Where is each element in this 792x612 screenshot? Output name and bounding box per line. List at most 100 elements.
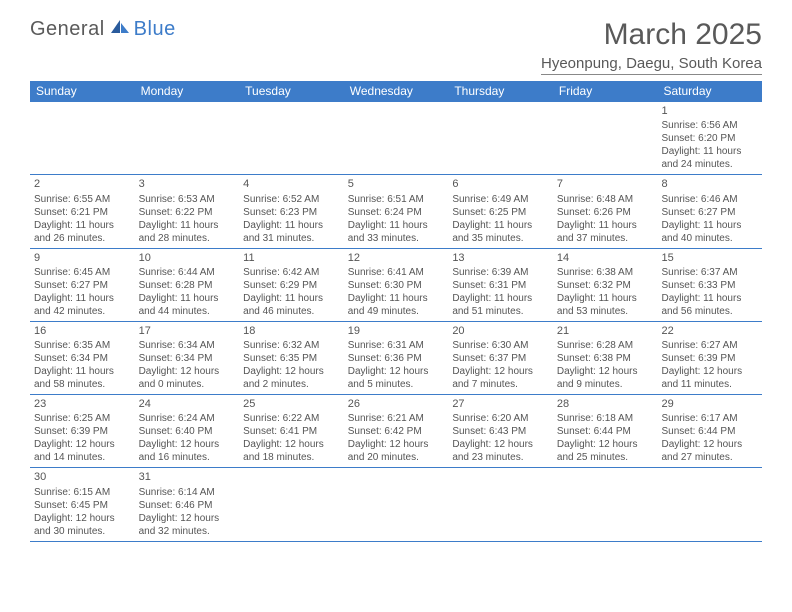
sunrise-text: Sunrise: 6:49 AM: [452, 193, 549, 206]
day-cell-empty: [239, 468, 344, 540]
day-number: 25: [243, 397, 340, 411]
sunset-text: Sunset: 6:28 PM: [139, 279, 236, 292]
sunset-text: Sunset: 6:22 PM: [139, 206, 236, 219]
day-number: 18: [243, 324, 340, 338]
sunset-text: Sunset: 6:23 PM: [243, 206, 340, 219]
day-cell: 15Sunrise: 6:37 AMSunset: 6:33 PMDayligh…: [657, 249, 762, 321]
daylight-text: Daylight: 12 hours and 32 minutes.: [139, 512, 236, 538]
day-cell-empty: [239, 102, 344, 174]
day-cell-empty: [553, 102, 658, 174]
day-cell-empty: [657, 468, 762, 540]
sunset-text: Sunset: 6:27 PM: [661, 206, 758, 219]
sunrise-text: Sunrise: 6:17 AM: [661, 412, 758, 425]
sunrise-text: Sunrise: 6:39 AM: [452, 266, 549, 279]
daylight-text: Daylight: 12 hours and 16 minutes.: [139, 438, 236, 464]
sunset-text: Sunset: 6:34 PM: [34, 352, 131, 365]
day-cell: 18Sunrise: 6:32 AMSunset: 6:35 PMDayligh…: [239, 322, 344, 394]
daylight-text: Daylight: 12 hours and 11 minutes.: [661, 365, 758, 391]
day-number: 7: [557, 177, 654, 191]
sunrise-text: Sunrise: 6:45 AM: [34, 266, 131, 279]
day-number: 12: [348, 251, 445, 265]
week-row: 30Sunrise: 6:15 AMSunset: 6:45 PMDayligh…: [30, 468, 762, 541]
weekday-header: Tuesday: [239, 81, 344, 102]
day-cell-empty: [553, 468, 658, 540]
daylight-text: Daylight: 12 hours and 30 minutes.: [34, 512, 131, 538]
day-number: 23: [34, 397, 131, 411]
sunset-text: Sunset: 6:29 PM: [243, 279, 340, 292]
day-cell: 25Sunrise: 6:22 AMSunset: 6:41 PMDayligh…: [239, 395, 344, 467]
day-cell-empty: [30, 102, 135, 174]
sunrise-text: Sunrise: 6:38 AM: [557, 266, 654, 279]
daylight-text: Daylight: 11 hours and 58 minutes.: [34, 365, 131, 391]
weekday-header: Sunday: [30, 81, 135, 102]
logo-text-part1: General: [30, 18, 105, 41]
sunset-text: Sunset: 6:42 PM: [348, 425, 445, 438]
day-cell: 17Sunrise: 6:34 AMSunset: 6:34 PMDayligh…: [135, 322, 240, 394]
sunrise-text: Sunrise: 6:15 AM: [34, 486, 131, 499]
sunrise-text: Sunrise: 6:42 AM: [243, 266, 340, 279]
weekday-header: Thursday: [448, 81, 553, 102]
sunrise-text: Sunrise: 6:52 AM: [243, 193, 340, 206]
daylight-text: Daylight: 12 hours and 5 minutes.: [348, 365, 445, 391]
day-cell: 1Sunrise: 6:56 AMSunset: 6:20 PMDaylight…: [657, 102, 762, 174]
day-number: 5: [348, 177, 445, 191]
day-cell: 26Sunrise: 6:21 AMSunset: 6:42 PMDayligh…: [344, 395, 449, 467]
daylight-text: Daylight: 11 hours and 42 minutes.: [34, 292, 131, 318]
daylight-text: Daylight: 12 hours and 18 minutes.: [243, 438, 340, 464]
day-cell: 24Sunrise: 6:24 AMSunset: 6:40 PMDayligh…: [135, 395, 240, 467]
day-cell-empty: [448, 102, 553, 174]
day-cell: 29Sunrise: 6:17 AMSunset: 6:44 PMDayligh…: [657, 395, 762, 467]
daylight-text: Daylight: 12 hours and 7 minutes.: [452, 365, 549, 391]
day-cell: 6Sunrise: 6:49 AMSunset: 6:25 PMDaylight…: [448, 175, 553, 247]
day-number: 4: [243, 177, 340, 191]
day-number: 20: [452, 324, 549, 338]
weekday-header: Saturday: [657, 81, 762, 102]
day-number: 26: [348, 397, 445, 411]
daylight-text: Daylight: 12 hours and 0 minutes.: [139, 365, 236, 391]
sunrise-text: Sunrise: 6:14 AM: [139, 486, 236, 499]
day-number: 8: [661, 177, 758, 191]
title-block: March 2025 Hyeonpung, Daegu, South Korea: [541, 18, 762, 75]
day-cell: 31Sunrise: 6:14 AMSunset: 6:46 PMDayligh…: [135, 468, 240, 540]
logo-text-part2: Blue: [134, 18, 176, 41]
day-number: 14: [557, 251, 654, 265]
sunrise-text: Sunrise: 6:31 AM: [348, 339, 445, 352]
daylight-text: Daylight: 11 hours and 49 minutes.: [348, 292, 445, 318]
day-number: 11: [243, 251, 340, 265]
weekday-header: Wednesday: [344, 81, 449, 102]
calendar-body: 1Sunrise: 6:56 AMSunset: 6:20 PMDaylight…: [30, 102, 762, 542]
daylight-text: Daylight: 11 hours and 33 minutes.: [348, 219, 445, 245]
daylight-text: Daylight: 12 hours and 25 minutes.: [557, 438, 654, 464]
daylight-text: Daylight: 12 hours and 20 minutes.: [348, 438, 445, 464]
day-number: 2: [34, 177, 131, 191]
sunrise-text: Sunrise: 6:37 AM: [661, 266, 758, 279]
day-number: 29: [661, 397, 758, 411]
daylight-text: Daylight: 12 hours and 2 minutes.: [243, 365, 340, 391]
sunrise-text: Sunrise: 6:22 AM: [243, 412, 340, 425]
sunset-text: Sunset: 6:44 PM: [661, 425, 758, 438]
sunrise-text: Sunrise: 6:30 AM: [452, 339, 549, 352]
day-cell: 20Sunrise: 6:30 AMSunset: 6:37 PMDayligh…: [448, 322, 553, 394]
sunset-text: Sunset: 6:33 PM: [661, 279, 758, 292]
week-row: 2Sunrise: 6:55 AMSunset: 6:21 PMDaylight…: [30, 175, 762, 248]
day-cell: 27Sunrise: 6:20 AMSunset: 6:43 PMDayligh…: [448, 395, 553, 467]
sunset-text: Sunset: 6:25 PM: [452, 206, 549, 219]
day-number: 31: [139, 470, 236, 484]
sunrise-text: Sunrise: 6:41 AM: [348, 266, 445, 279]
header: General Blue March 2025 Hyeonpung, Daegu…: [0, 0, 792, 75]
day-number: 17: [139, 324, 236, 338]
day-cell: 5Sunrise: 6:51 AMSunset: 6:24 PMDaylight…: [344, 175, 449, 247]
sunset-text: Sunset: 6:44 PM: [557, 425, 654, 438]
daylight-text: Daylight: 11 hours and 35 minutes.: [452, 219, 549, 245]
day-number: 10: [139, 251, 236, 265]
day-cell: 22Sunrise: 6:27 AMSunset: 6:39 PMDayligh…: [657, 322, 762, 394]
sunrise-text: Sunrise: 6:34 AM: [139, 339, 236, 352]
sunset-text: Sunset: 6:30 PM: [348, 279, 445, 292]
daylight-text: Daylight: 11 hours and 26 minutes.: [34, 219, 131, 245]
day-cell: 3Sunrise: 6:53 AMSunset: 6:22 PMDaylight…: [135, 175, 240, 247]
day-cell: 9Sunrise: 6:45 AMSunset: 6:27 PMDaylight…: [30, 249, 135, 321]
day-number: 28: [557, 397, 654, 411]
day-number: 30: [34, 470, 131, 484]
sunrise-text: Sunrise: 6:48 AM: [557, 193, 654, 206]
day-cell: 10Sunrise: 6:44 AMSunset: 6:28 PMDayligh…: [135, 249, 240, 321]
